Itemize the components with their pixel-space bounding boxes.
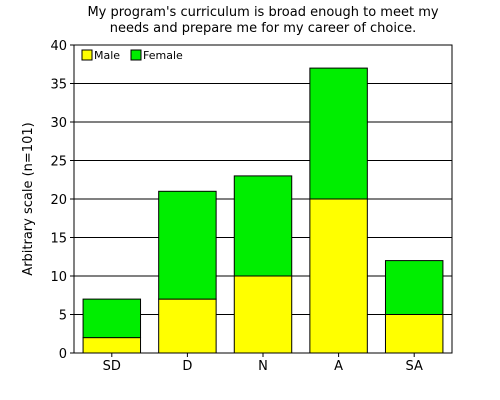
chart-title-line-1: My program's curriculum is broad enough … [87, 5, 438, 20]
y-tick-label: 10 [50, 270, 67, 285]
bar-n-male [233, 275, 293, 354]
y-axis-label: Arbitrary scale (n=101) [21, 122, 36, 275]
legend-swatch-male [81, 49, 93, 61]
x-tick-label: A [334, 359, 343, 374]
x-tick-label: N [258, 359, 268, 374]
bar-sd-female [82, 298, 142, 339]
y-tick-label: 30 [50, 116, 67, 131]
legend-label-male: Male [94, 49, 120, 62]
bar-a-female [309, 67, 368, 200]
bar-sa-female [384, 260, 444, 316]
bar-d-female [158, 190, 217, 300]
y-tick-label: 25 [50, 155, 67, 170]
y-tick-label: 15 [50, 232, 67, 247]
x-tick-label: SD [103, 359, 121, 374]
y-tick-label: 5 [59, 309, 67, 324]
x-tick-label: D [182, 359, 192, 374]
legend-swatch-female [130, 49, 142, 61]
y-tick-label: 20 [50, 193, 67, 208]
y-tick-label: 35 [50, 78, 67, 93]
bar-sa-male [384, 314, 444, 354]
legend: Male Female [81, 49, 183, 62]
bar-n-female [233, 175, 293, 277]
bar-a-male [309, 198, 368, 354]
legend-label-female: Female [143, 49, 183, 62]
plot-frame [73, 44, 453, 354]
ticks-layer: 0 5 10 15 20 25 30 35 40 SD D N A SA [50, 39, 423, 374]
bar-sd-male [82, 337, 142, 354]
bars-layer [82, 67, 444, 354]
y-tick-label: 0 [59, 347, 67, 362]
bar-d-male [158, 298, 217, 354]
x-tick-label: SA [406, 359, 423, 374]
y-tick-label: 40 [50, 39, 67, 54]
chart-title-line-2: needs and prepare me for my career of ch… [110, 21, 417, 36]
